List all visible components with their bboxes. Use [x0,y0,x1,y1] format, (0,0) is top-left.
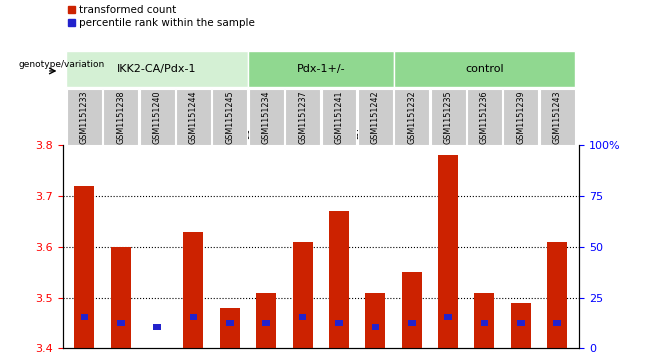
Text: GSM1151238: GSM1151238 [116,90,125,144]
Bar [220,308,240,348]
Text: GSM1151232: GSM1151232 [407,90,417,144]
Text: control: control [465,64,504,74]
Bar [335,320,343,326]
Bar [474,293,494,348]
Text: GSM1151237: GSM1151237 [298,90,307,144]
Bar [285,89,320,145]
Bar [184,232,203,348]
Text: IKK2-CA/Pdx-1: IKK2-CA/Pdx-1 [117,64,197,74]
Bar [176,89,211,145]
Title: GDS4933 / 10550100: GDS4933 / 10550100 [246,129,395,143]
Bar [213,89,247,145]
Text: GSM1151233: GSM1151233 [80,90,89,144]
Bar [408,320,415,326]
Bar [358,89,393,145]
Bar [503,89,538,145]
Bar [111,247,131,348]
Bar [190,314,197,320]
Text: GSM1151242: GSM1151242 [371,90,380,144]
Bar [226,320,234,326]
Bar [66,51,248,87]
Bar [249,89,284,145]
Text: genotype/variation: genotype/variation [18,60,105,69]
Text: GSM1151241: GSM1151241 [334,90,343,144]
Bar [80,314,88,320]
Bar [299,314,307,320]
Text: GSM1151236: GSM1151236 [480,90,489,144]
Bar [444,314,452,320]
Bar [393,51,575,87]
Bar [540,89,574,145]
Bar [322,89,357,145]
Bar [480,320,488,326]
Text: GSM1151239: GSM1151239 [517,90,525,144]
Text: GSM1151234: GSM1151234 [262,90,270,144]
Bar [329,211,349,348]
Bar [372,324,379,330]
Bar [547,242,567,348]
Bar [511,303,531,348]
Bar [467,89,502,145]
Text: GSM1151243: GSM1151243 [553,90,562,144]
Bar [394,89,429,145]
Bar [517,320,524,326]
Bar [103,89,138,145]
Legend: transformed count, percentile rank within the sample: transformed count, percentile rank withi… [68,5,255,28]
Bar [67,89,102,145]
Text: GSM1151244: GSM1151244 [189,90,198,144]
Bar [256,293,276,348]
Bar [402,272,422,348]
Bar [153,324,161,330]
Bar [263,320,270,326]
Text: GSM1151245: GSM1151245 [225,90,234,144]
Bar [117,320,124,326]
Bar [293,242,313,348]
Text: Pdx-1+/-: Pdx-1+/- [297,64,345,74]
Bar [438,155,458,348]
Bar [74,186,94,348]
Bar [365,293,386,348]
Bar [553,320,561,326]
Text: GSM1151235: GSM1151235 [443,90,453,144]
Bar [248,51,393,87]
Bar [139,89,174,145]
Text: GSM1151240: GSM1151240 [153,90,162,144]
Bar [430,89,466,145]
